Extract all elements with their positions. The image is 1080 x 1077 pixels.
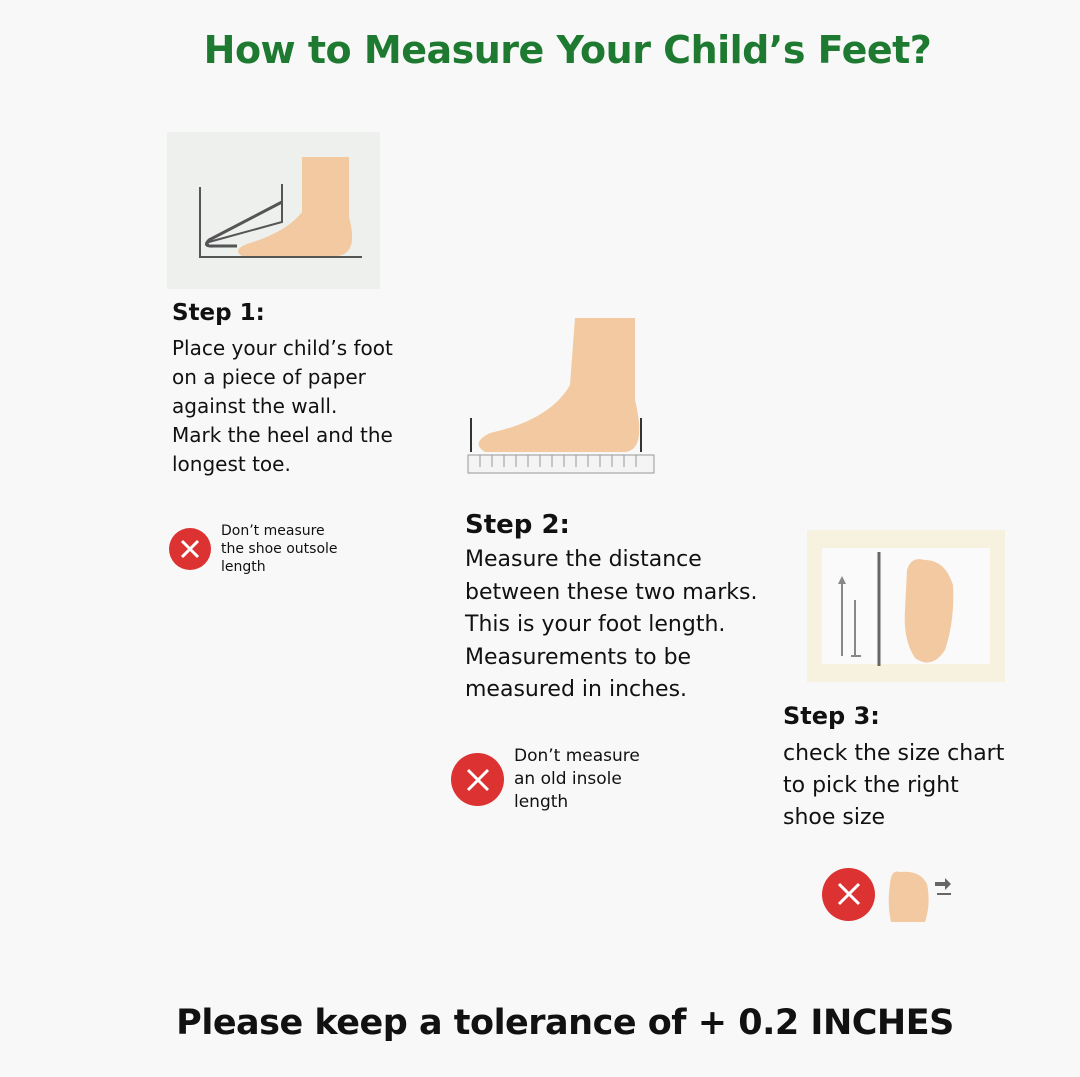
x-mark-icon: [451, 753, 504, 806]
step-3-text: check the size chart to pick the right s…: [783, 741, 1005, 830]
step-2-text: Measure the distance between these two m…: [465, 547, 758, 702]
step-2-warning-text: Don’t measure an old insole length: [514, 746, 640, 812]
step-1-warning-text: Don’t measure the shoe outsole length: [221, 523, 338, 575]
x-mark-icon: [169, 528, 211, 570]
foot-size-chart-icon: [807, 530, 1005, 682]
page-title: How to Measure Your Child’s Feet?: [203, 28, 932, 72]
step-2-heading: Step 2:: [465, 510, 570, 540]
foot-on-ruler-icon: [465, 315, 660, 480]
foot-against-wall-icon: [167, 132, 380, 289]
step-2-warning: Don’t measure an old insole length: [451, 745, 640, 814]
step-1-warning: Don’t measure the shoe outsole length: [169, 522, 338, 576]
step-3-heading: Step 3:: [783, 702, 880, 730]
step-3-warning: [822, 864, 955, 924]
foot-with-arrows-icon: [888, 871, 951, 922]
x-mark-icon: [822, 867, 875, 921]
step-1-text: Place your child’s foot on a piece of pa…: [172, 336, 393, 476]
tolerance-note: Please keep a tolerance of + 0.2 INCHES: [176, 1003, 954, 1043]
step-1-heading: Step 1:: [172, 300, 265, 326]
